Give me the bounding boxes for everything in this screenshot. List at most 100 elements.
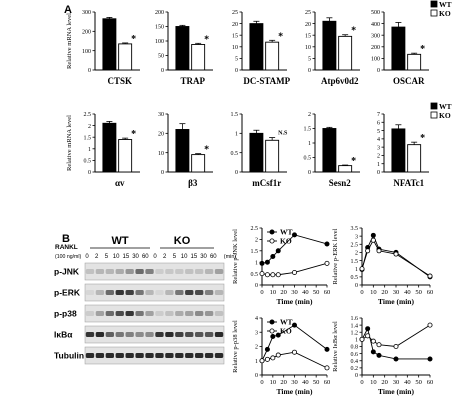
y-tick-label: 10	[305, 45, 311, 51]
blot-row-label: p-p38	[54, 309, 77, 319]
data-point-ko	[259, 358, 265, 364]
y-tick-label: 0.8	[351, 345, 359, 351]
blot-band	[145, 290, 154, 295]
y-tick-label: 1	[355, 338, 358, 344]
series-line-ko	[361, 239, 431, 277]
blot-band	[185, 353, 194, 358]
x-axis-label: Sesn2	[329, 178, 352, 188]
x-tick-label: 60	[324, 289, 331, 296]
blot-band	[185, 269, 194, 274]
blot-band	[175, 290, 184, 295]
x-tick-label: 0	[260, 379, 263, 386]
data-point-wt	[264, 346, 270, 352]
y-tick-label: 1	[88, 147, 91, 153]
y-tick-label: 3	[255, 330, 258, 336]
legend-marker-wt	[269, 229, 275, 235]
blot-band	[214, 290, 224, 295]
y-tick-label: 400	[371, 22, 380, 28]
x-tick-label: 10	[270, 289, 277, 296]
blot-band	[175, 311, 184, 316]
data-point-ko	[370, 237, 376, 243]
timepoint-label: 10	[181, 254, 188, 260]
y-tick-label: 200	[371, 45, 380, 51]
x-axis-label: Atp6v0d2	[321, 76, 359, 86]
bar-wt	[249, 23, 264, 71]
timepoint-label: 30	[200, 254, 207, 260]
legend-label-ko: KO	[439, 111, 451, 120]
legend-label-wt: WT	[439, 102, 452, 111]
y-tick-label: 0.5	[304, 156, 312, 162]
x-tick-label: 60	[427, 289, 434, 296]
x-tick-label: 20	[280, 379, 287, 386]
y-tick-label: 2.5	[251, 226, 259, 232]
y-tick-label: 0.4	[351, 359, 359, 365]
timepoint-label: 15	[191, 254, 198, 260]
blot-band	[105, 353, 114, 358]
x-axis-label: NFATc1	[393, 178, 424, 188]
y-tick-label: 1.5	[251, 249, 259, 255]
significance-marker: *	[351, 156, 356, 167]
y-axis-label: Relative mRNA level	[66, 13, 73, 69]
data-point-wt	[259, 260, 265, 266]
y-tick-label: 300	[371, 33, 380, 39]
y-tick-label: 4	[255, 316, 258, 322]
y-tick-label: 0	[377, 68, 380, 74]
data-point-wt	[365, 326, 371, 332]
x-axis-label: CTSK	[107, 76, 132, 86]
data-point-ko	[270, 355, 276, 361]
x-axis-label: OSCAR	[393, 76, 425, 86]
y-tick-label: 1	[308, 141, 311, 147]
x-tick-label: 60	[324, 379, 331, 386]
y-tick-label: 0.6	[351, 352, 359, 358]
data-point-wt	[324, 241, 330, 247]
y-tick-label: 0.5	[231, 151, 239, 157]
bar-chart-β3: 0 10 20 30 * β3	[158, 112, 213, 188]
data-point-ko	[427, 273, 433, 279]
blot-band	[204, 290, 214, 295]
x-axis-label: Time (min)	[277, 297, 313, 306]
y-tick-label: 200	[82, 30, 91, 36]
timepoint-label: 30	[132, 254, 139, 260]
blot-band	[165, 269, 174, 274]
blot-band	[204, 269, 214, 274]
y-tick-label: 20	[232, 22, 238, 28]
data-point-wt	[270, 253, 276, 259]
y-tick-label: 0	[355, 373, 358, 379]
blot-band	[125, 332, 134, 337]
bar-wt	[175, 26, 190, 71]
blot-band	[155, 290, 164, 295]
bar-ko	[407, 53, 422, 71]
y-tick-label: 2	[255, 238, 258, 244]
y-tick-label: 100	[82, 49, 91, 55]
data-point-ko	[359, 336, 365, 342]
data-point-ko	[264, 356, 270, 362]
bar-ko	[191, 154, 206, 173]
y-tick-label: 100	[371, 57, 380, 63]
significance-marker: *	[204, 145, 209, 156]
x-tick-label: 0	[260, 289, 263, 296]
y-tick-label: 1.2	[351, 330, 359, 336]
y-tick-label: 0.5	[84, 159, 92, 165]
legend-label-ko: KO	[280, 237, 292, 246]
significance-marker: *	[278, 31, 283, 42]
x-tick-label: 50	[313, 379, 320, 386]
data-point-wt	[291, 322, 297, 328]
y-axis-label: Relative p-JNK level	[232, 229, 239, 284]
y-tick-label: 200	[155, 10, 164, 16]
line-chart-1: 0 0.5 1 1.5 2 2.5 0 10 20 30 40 50 60 Time (min) Relat…	[232, 226, 330, 306]
y-tick-label: 3	[377, 145, 380, 151]
y-axis-label: Relative IκBα level	[332, 321, 339, 372]
y-tick-label: 30	[158, 112, 164, 118]
timepoint-label: 0	[153, 254, 157, 260]
blot-band	[125, 269, 134, 274]
y-tick-label: 0	[308, 68, 311, 74]
blot-band	[155, 269, 164, 274]
x-axis-label: αv	[115, 178, 125, 188]
panel-a-label: A	[64, 4, 72, 16]
blot-band	[175, 332, 184, 337]
blot-band	[125, 353, 134, 358]
blot-row-label: Tubulin	[54, 351, 84, 361]
